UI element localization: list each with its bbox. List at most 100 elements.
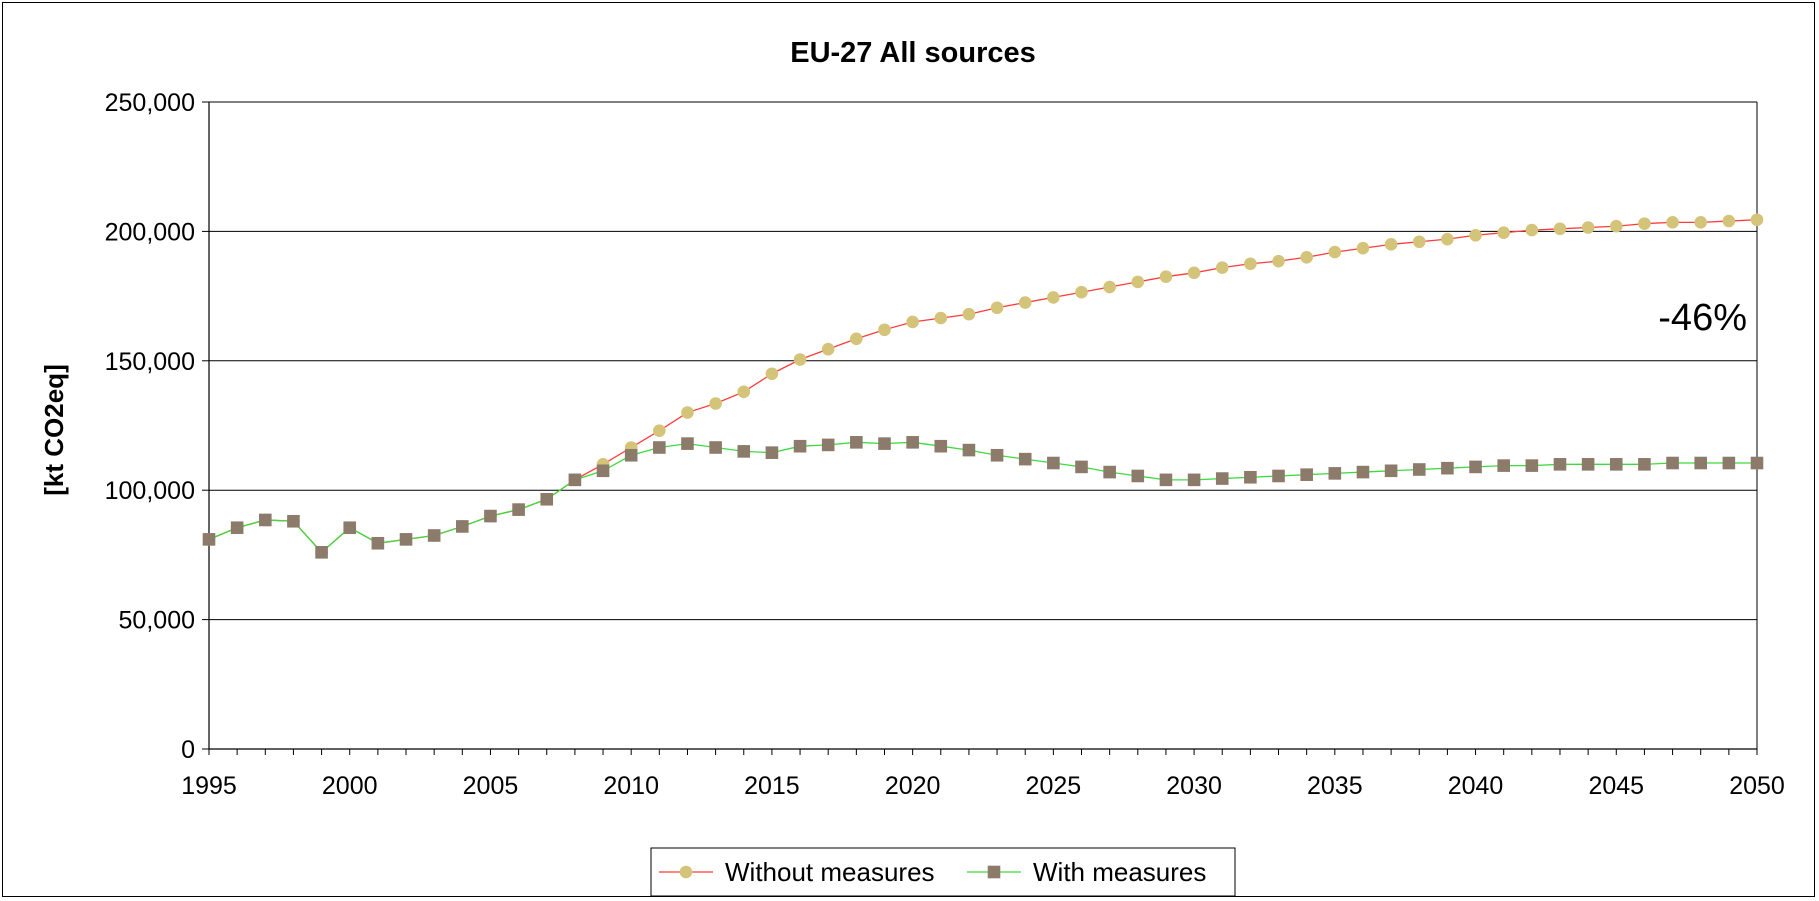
series-without-measures — [202, 213, 1764, 559]
data-point — [765, 367, 779, 381]
data-point — [850, 436, 863, 449]
x-tick-label: 2020 — [885, 772, 941, 800]
data-point — [1047, 456, 1060, 470]
x-tick-label: 2005 — [463, 772, 519, 800]
data-point — [1018, 296, 1032, 309]
data-point — [258, 513, 272, 527]
series-line — [208, 219, 1758, 554]
data-point — [878, 437, 891, 450]
y-tick-label: 50,000 — [119, 607, 195, 635]
data-point — [1666, 456, 1679, 470]
data-point — [1215, 261, 1229, 274]
data-point — [456, 520, 469, 533]
data-point — [1103, 465, 1116, 479]
gridlines — [209, 101, 1757, 621]
data-point — [737, 385, 751, 399]
data-point — [343, 521, 357, 535]
data-point — [1131, 275, 1145, 289]
data-point — [962, 307, 976, 321]
data-point — [765, 446, 779, 459]
data-point — [1469, 228, 1482, 242]
legend-box — [650, 847, 1236, 897]
data-point — [287, 514, 300, 528]
x-tick-label: 2010 — [603, 772, 659, 800]
data-point — [1497, 226, 1510, 239]
data-point — [1694, 456, 1708, 470]
y-tick-label: 100,000 — [105, 477, 195, 505]
x-tick-label: 2035 — [1307, 772, 1363, 800]
data-point — [1722, 456, 1736, 470]
data-point — [1075, 285, 1088, 299]
reduction-annotation: -46% — [1658, 297, 1747, 339]
data-point — [1356, 465, 1370, 479]
data-point — [653, 441, 666, 454]
data-point — [681, 406, 694, 419]
data-point — [1525, 223, 1539, 237]
data-point — [1694, 216, 1708, 229]
data-point — [850, 332, 863, 346]
data-point — [1328, 467, 1342, 480]
data-point — [484, 509, 497, 523]
data-point — [568, 473, 582, 487]
data-point — [1638, 217, 1651, 230]
data-point — [399, 533, 413, 546]
data-point — [1103, 280, 1116, 294]
data-point — [962, 443, 976, 457]
data-point — [1750, 213, 1764, 227]
data-point — [371, 536, 385, 550]
y-tick-label: 250,000 — [105, 89, 195, 117]
data-point — [1609, 219, 1623, 233]
data-point — [1187, 266, 1201, 280]
data-point — [202, 533, 216, 546]
data-point — [1244, 257, 1257, 271]
data-point — [1722, 214, 1736, 228]
data-point — [1300, 468, 1313, 481]
data-point — [540, 492, 554, 506]
data-point — [1581, 221, 1595, 234]
data-point — [1412, 235, 1426, 249]
data-point — [1131, 469, 1145, 483]
data-point — [934, 439, 948, 453]
legend-marker — [987, 865, 1001, 879]
data-point — [1018, 452, 1032, 466]
data-point — [709, 397, 722, 410]
data-point — [793, 439, 807, 453]
data-point — [1215, 472, 1229, 485]
data-point — [821, 342, 835, 356]
x-tick-label: 2000 — [322, 772, 378, 800]
data-point — [1159, 270, 1173, 283]
series-line — [208, 441, 1757, 554]
legend-marker — [679, 865, 693, 879]
y-tick-label: 150,000 — [105, 348, 195, 376]
data-point — [512, 503, 525, 516]
data-point — [1384, 464, 1398, 478]
data-point — [1750, 456, 1764, 470]
data-point — [1525, 459, 1539, 472]
series — [202, 213, 1764, 559]
data-point — [1300, 250, 1313, 264]
data-point — [906, 315, 919, 329]
data-point — [427, 529, 441, 542]
x-tick-label: 2050 — [1729, 772, 1785, 800]
data-point — [1441, 461, 1454, 475]
data-point — [1441, 232, 1454, 246]
x-tick-label: 2040 — [1448, 772, 1504, 800]
data-point — [1469, 460, 1482, 474]
series-with-measures — [202, 436, 1764, 559]
x-tick-label: 2045 — [1588, 772, 1644, 800]
data-point — [1187, 473, 1201, 487]
data-point — [821, 438, 835, 452]
data-point — [653, 424, 666, 437]
data-point — [1609, 458, 1623, 471]
axes: 0 50,000 100,000 150,000 200,000 250,000 1995 2… — [105, 89, 1785, 800]
data-point — [1384, 238, 1398, 251]
data-point — [737, 445, 751, 458]
data-point — [681, 437, 694, 450]
data-point — [624, 448, 638, 462]
chart-title: EU-27 All sources — [790, 37, 1036, 69]
data-point — [990, 448, 1004, 462]
data-point — [906, 436, 919, 449]
y-tick-label: 0 — [181, 736, 195, 764]
x-tick-label: 2025 — [1026, 772, 1082, 800]
y-tick-label: 200,000 — [105, 218, 195, 246]
